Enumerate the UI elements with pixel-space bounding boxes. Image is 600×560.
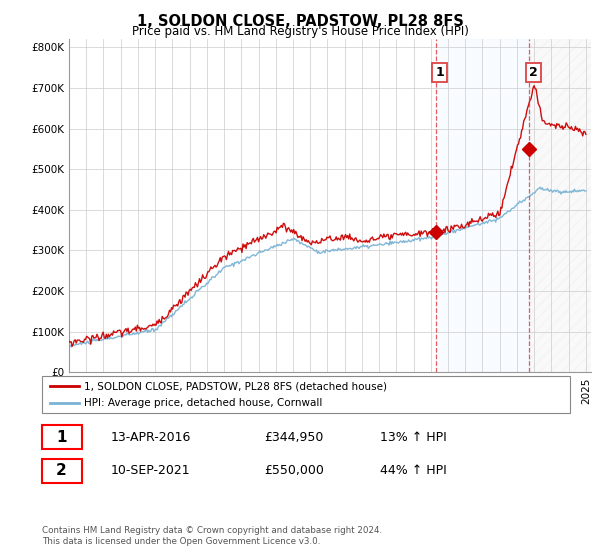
Text: 1: 1 <box>56 430 67 445</box>
Text: 2: 2 <box>529 66 538 79</box>
Text: 2: 2 <box>56 464 67 478</box>
Text: 1, SOLDON CLOSE, PADSTOW, PL28 8FS: 1, SOLDON CLOSE, PADSTOW, PL28 8FS <box>137 14 463 29</box>
Text: HPI: Average price, detached house, Cornwall: HPI: Average price, detached house, Corn… <box>84 398 323 408</box>
Text: Price paid vs. HM Land Registry's House Price Index (HPI): Price paid vs. HM Land Registry's House … <box>131 25 469 38</box>
Text: 10-SEP-2021: 10-SEP-2021 <box>110 464 190 478</box>
Text: 44% ↑ HPI: 44% ↑ HPI <box>380 464 446 478</box>
Text: £550,000: £550,000 <box>264 464 323 478</box>
Bar <box>436 39 529 372</box>
Bar <box>42 459 82 483</box>
Text: 13% ↑ HPI: 13% ↑ HPI <box>380 431 446 444</box>
Text: 1: 1 <box>436 66 445 79</box>
Text: 13-APR-2016: 13-APR-2016 <box>110 431 191 444</box>
Text: Contains HM Land Registry data © Crown copyright and database right 2024.
This d: Contains HM Land Registry data © Crown c… <box>42 526 382 546</box>
Bar <box>42 425 82 450</box>
Text: 1, SOLDON CLOSE, PADSTOW, PL28 8FS (detached house): 1, SOLDON CLOSE, PADSTOW, PL28 8FS (deta… <box>84 381 387 391</box>
Bar <box>529 39 591 372</box>
Text: £344,950: £344,950 <box>264 431 323 444</box>
